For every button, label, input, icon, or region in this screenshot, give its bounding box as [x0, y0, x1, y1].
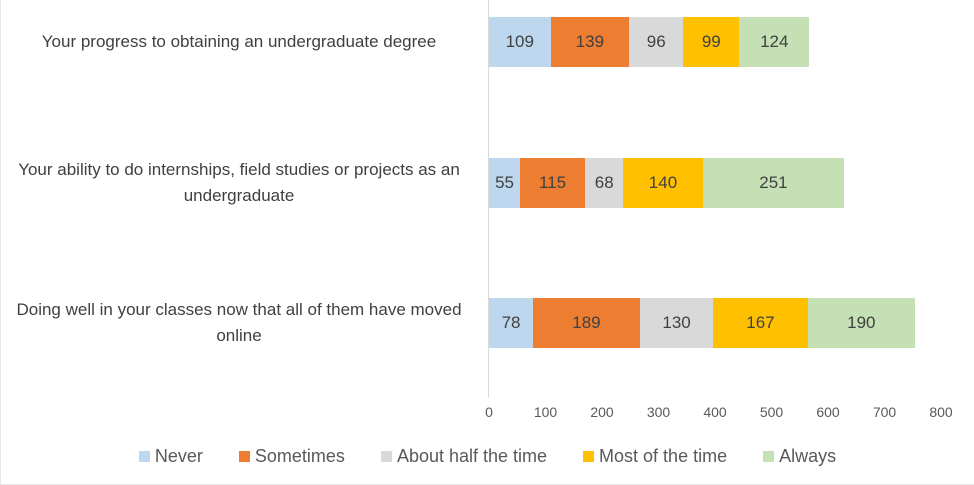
legend-swatch-most-of-the-time	[583, 451, 595, 462]
bar-segment-about-half-the-time: 130	[639, 298, 714, 348]
category-label: Your progress to obtaining an undergradu…	[41, 32, 437, 51]
bar-segment-always: 124	[739, 17, 810, 67]
legend-swatch-about-half-the-time	[380, 451, 392, 462]
bar-segment-most-of-the-time: 99	[683, 17, 740, 67]
stacked-bar: 55 115 68 140 251	[489, 158, 845, 208]
x-tick-label: 100	[533, 404, 558, 420]
legend-label: Sometimes	[254, 446, 345, 466]
segment-value-label: 167	[746, 313, 775, 332]
legend-item-about-half-the-time: About half the time	[380, 446, 548, 467]
stacked-bar: 109 139 96 99 124	[489, 17, 810, 67]
bar-segment-never: 109	[489, 17, 551, 67]
legend-label: Always	[779, 446, 837, 466]
bar-segment-always: 190	[807, 298, 915, 348]
segment-value-label: 55	[495, 173, 514, 192]
bar-segment-sometimes: 189	[533, 298, 640, 348]
x-tick-label: 600	[816, 404, 840, 420]
legend: Never Sometimes About half the time Most of…	[1, 446, 974, 467]
legend-item-never: Never	[138, 446, 203, 467]
y-axis-line	[488, 0, 489, 398]
x-tick-label: 700	[872, 404, 897, 420]
stacked-bar: 78 189 130 167 190	[489, 298, 915, 348]
x-tick-label: 500	[759, 404, 784, 420]
bar-segment-sometimes: 139	[550, 17, 630, 67]
x-tick-label: 800	[929, 404, 953, 420]
bar-segment-about-half-the-time: 96	[629, 17, 684, 67]
segment-value-label: 68	[594, 173, 614, 192]
bar-segment-never: 78	[489, 298, 534, 348]
x-tick-label: 400	[703, 404, 727, 420]
x-tick-label: 200	[590, 404, 614, 420]
segment-value-label: 115	[538, 173, 567, 192]
segment-value-label: 109	[505, 32, 534, 51]
segment-value-label: 99	[701, 32, 721, 51]
legend-swatch-sometimes	[238, 451, 250, 462]
legend-item-sometimes: Sometimes	[238, 446, 345, 467]
segment-value-label: 189	[572, 313, 601, 332]
bar-segment-about-half-the-time: 68	[585, 158, 624, 208]
bar-segment-never: 55	[489, 158, 521, 208]
legend-item-always: Always	[763, 446, 836, 467]
segment-value-label: 251	[759, 173, 788, 192]
category-row: Your ability to do internships, field st…	[1, 158, 974, 208]
bar-segment-sometimes: 115	[520, 158, 586, 208]
legend-item-most-of-the-time: Most of the time	[583, 446, 727, 467]
x-tick-label: 300	[646, 404, 671, 420]
segment-value-label: 130	[662, 313, 691, 332]
segment-value-label: 140	[648, 173, 678, 192]
segment-value-label: 96	[646, 32, 666, 51]
legend-swatch-always	[763, 451, 775, 462]
bar-segment-most-of-the-time: 140	[623, 158, 703, 208]
category-row: Doing well in your classes now that all …	[1, 298, 974, 348]
category-label: Your ability to do internships, field st…	[18, 160, 460, 205]
legend-swatch-never	[138, 451, 150, 462]
segment-value-label: 190	[847, 313, 876, 332]
category-label: Doing well in your classes now that all …	[16, 300, 462, 345]
segment-value-label: 124	[760, 32, 789, 51]
legend-label: Most of the time	[599, 446, 728, 466]
category-row: Your progress to obtaining an undergradu…	[1, 17, 974, 67]
segment-value-label: 139	[575, 32, 605, 51]
segment-value-label: 78	[501, 313, 521, 332]
legend-label: Never	[154, 446, 203, 466]
x-tick-label: 0	[485, 404, 493, 420]
bar-segment-most-of-the-time: 167	[713, 298, 808, 348]
legend-label: About half the time	[396, 446, 548, 466]
bar-segment-always: 251	[702, 158, 845, 208]
